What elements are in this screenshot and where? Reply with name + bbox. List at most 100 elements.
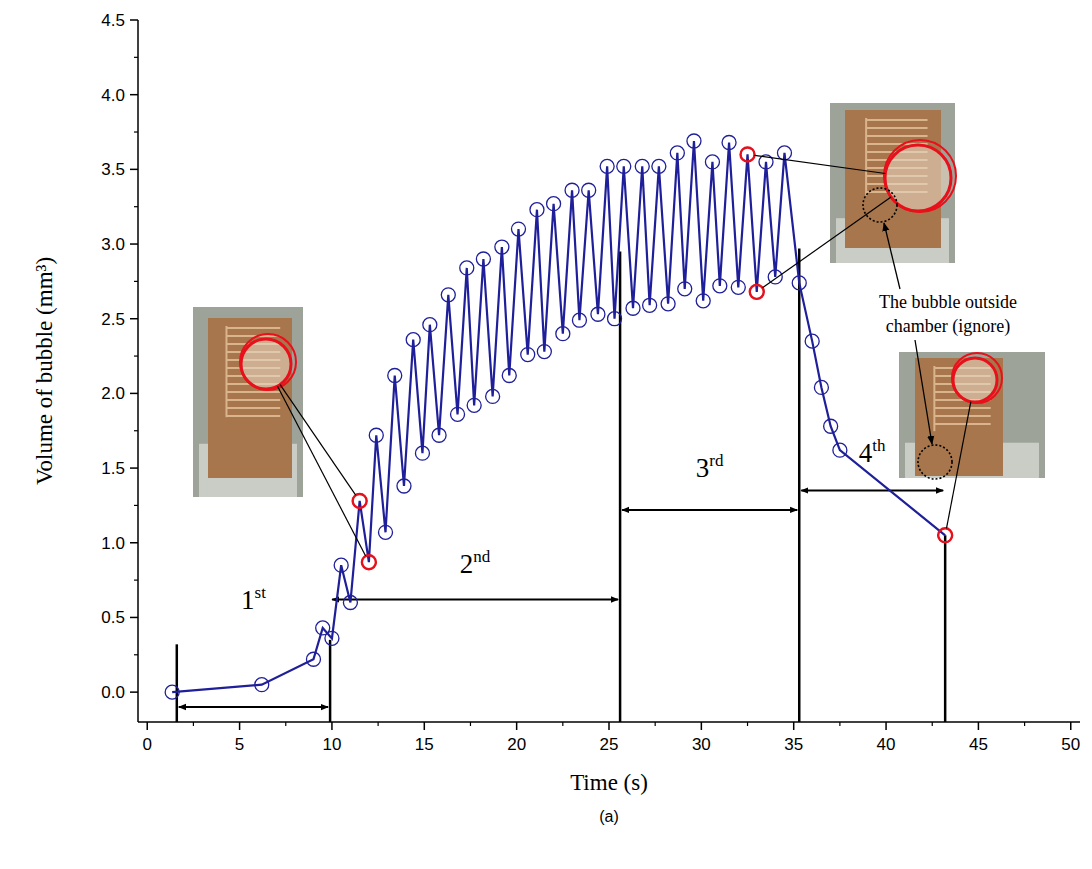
y-tick (130, 169, 138, 171)
data-point (792, 276, 806, 290)
caption: (a) (599, 808, 619, 825)
data-point (415, 446, 429, 460)
data-point (388, 368, 402, 382)
y-tick (130, 19, 138, 21)
data-point (617, 159, 631, 173)
x-tick-label: 30 (692, 735, 711, 754)
data-point (521, 348, 535, 362)
x-tick (608, 722, 610, 730)
data-point (678, 282, 692, 296)
data-point (713, 279, 727, 293)
x-tick-label: 35 (784, 735, 803, 754)
x-tick (331, 722, 333, 730)
phase-label: 2nd (460, 547, 491, 579)
y-tick-label: 2.0 (101, 384, 125, 403)
x-tick-label: 15 (415, 735, 434, 754)
y-tick (130, 542, 138, 544)
x-tick (516, 722, 518, 730)
y-minor-tick (134, 580, 138, 581)
x-tick-label: 25 (600, 735, 619, 754)
x-axis-title: Time (s) (570, 770, 648, 795)
inset-pad (208, 318, 292, 478)
data-point (511, 222, 525, 236)
inset-background (899, 352, 1045, 478)
phase-arrow (332, 599, 618, 601)
x-tick (424, 722, 426, 730)
highlight-point (353, 494, 367, 508)
highlight-point (741, 147, 755, 161)
data-point (451, 407, 465, 421)
data-point (460, 261, 474, 275)
x-tick (793, 722, 795, 730)
inset-comb (226, 415, 280, 417)
y-tick-label: 3.5 (101, 160, 125, 179)
data-point (343, 596, 357, 610)
y-minor-tick (134, 131, 138, 132)
x-minor-tick (378, 722, 379, 726)
x-tick (885, 722, 887, 730)
data-point (824, 419, 838, 433)
phase-boundary (798, 249, 801, 722)
data-point (306, 652, 320, 666)
x-minor-tick (193, 722, 194, 726)
annotation-text: The bubble outside (879, 292, 1017, 312)
y-tick-label: 3.0 (101, 235, 125, 254)
phase-boundary (329, 640, 332, 722)
data-point (777, 146, 791, 160)
leader-line (762, 197, 891, 288)
x-tick-label: 20 (507, 735, 526, 754)
x-tick (1070, 722, 1072, 730)
annotation-arrow (884, 223, 900, 289)
phase-boundary (176, 644, 179, 722)
data-point (635, 159, 649, 173)
y-tick (130, 393, 138, 395)
data-point (608, 312, 622, 326)
data-point (626, 301, 640, 315)
x-minor-tick (562, 722, 563, 726)
data-point (255, 678, 269, 692)
leader-line (280, 385, 356, 496)
y-minor-tick (134, 57, 138, 58)
data-point (600, 159, 614, 173)
data-point (334, 558, 348, 572)
inset-comb (866, 127, 927, 129)
x-tick (701, 722, 703, 730)
data-point (325, 631, 339, 645)
inset-bubble (240, 334, 296, 390)
data-point (696, 294, 710, 308)
x-minor-tick (932, 722, 933, 726)
phase-arrow (179, 706, 328, 708)
inset-comb (934, 407, 990, 409)
y-minor-tick (134, 505, 138, 506)
x-tick-label: 45 (969, 735, 988, 754)
y-tick-label: 1.5 (101, 459, 125, 478)
x-tick (146, 722, 148, 730)
data-point (353, 494, 367, 508)
data-point (379, 525, 393, 539)
data-point (661, 297, 675, 311)
y-tick (130, 94, 138, 96)
data-point (722, 135, 736, 149)
data-point (547, 197, 561, 211)
y-tick-label: 1.0 (101, 534, 125, 553)
inset-background (830, 103, 955, 263)
inset-comb (226, 327, 280, 329)
x-tick-label: 50 (1061, 735, 1080, 754)
y-tick (130, 691, 138, 693)
data-point (652, 159, 666, 173)
x-minor-tick (655, 722, 656, 726)
inset-photo (193, 307, 303, 497)
data-point (814, 380, 828, 394)
y-tick (130, 617, 138, 619)
y-minor-tick (134, 654, 138, 655)
highlight-point (938, 528, 952, 542)
x-minor-tick (747, 722, 748, 726)
data-point (805, 334, 819, 348)
y-axis-title: Volume of bubble (mm³) (32, 257, 57, 485)
y-tick-label: 4.0 (101, 86, 125, 105)
x-minor-tick (470, 722, 471, 726)
y-tick-label: 4.5 (101, 11, 125, 30)
inset-comb (866, 119, 927, 121)
phase-arrow (622, 509, 797, 511)
data-point (486, 389, 500, 403)
